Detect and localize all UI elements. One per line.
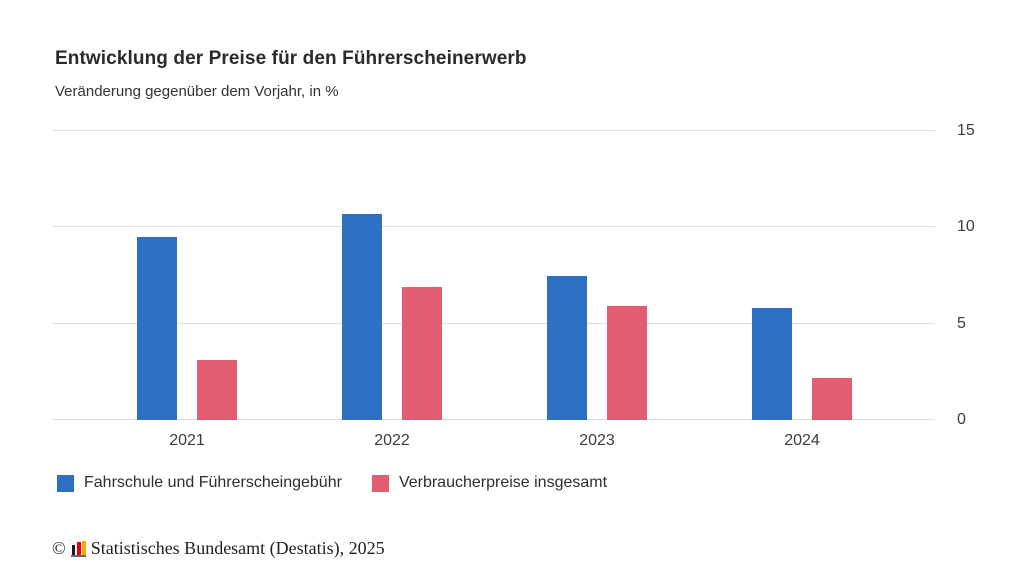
bar-fahrschule-2022 (342, 213, 382, 420)
gridline (53, 226, 935, 228)
bar-verbraucherpreise-2021 (197, 360, 237, 420)
logo-bar-gold (81, 541, 86, 555)
x-tick-label: 2023 (579, 432, 615, 449)
y-tick-label: 10 (957, 218, 975, 236)
legend-swatch-blue (57, 474, 74, 492)
x-tick-label: 2021 (169, 432, 205, 449)
gridline (53, 322, 935, 324)
x-tick-label: 2022 (374, 432, 410, 449)
y-tick-label: 0 (957, 411, 966, 428)
x-tick-label: 2024 (784, 432, 820, 449)
source-note: © Statistisches Bundesamt (Destatis), 20… (52, 538, 385, 559)
bar-fahrschule-2023 (547, 275, 587, 420)
bar-verbraucherpreise-2023 (607, 306, 647, 420)
legend: Fahrschule und Führerscheingebühr Verbra… (57, 474, 607, 492)
source-text: Statistisches Bundesamt (Destatis), 2025 (90, 538, 385, 558)
copyright-symbol: © (52, 538, 66, 558)
legend-item-fahrschule: Fahrschule und Führerscheingebühr (57, 474, 342, 492)
plot-area: 2021 2022 2023 2024 (53, 130, 935, 449)
gridline (53, 419, 935, 420)
legend-swatch-red (371, 474, 389, 492)
logo-baseline (70, 555, 86, 557)
chart-title: Entwicklung der Preise für den Führersch… (55, 48, 527, 69)
bar-fahrschule-2021 (137, 236, 177, 420)
legend-item-verbraucherpreise: Verbraucherpreise insgesamt (371, 474, 608, 492)
legend-label: Verbraucherpreise insgesamt (398, 474, 608, 491)
y-tick-label: 15 (957, 122, 975, 139)
logo-bar-black (71, 545, 75, 555)
chart-subtitle: Veränderung gegenüber dem Vorjahr, in % (55, 83, 339, 100)
legend-label: Fahrschule und Führerscheingebühr (84, 474, 342, 491)
bar-verbraucherpreise-2024 (812, 377, 852, 420)
destatis-bar-chart-icon (70, 541, 86, 557)
bar-verbraucherpreise-2022 (402, 287, 442, 420)
logo-bar-red (76, 542, 81, 555)
gridline (53, 130, 935, 131)
y-tick-label: 5 (957, 314, 966, 332)
bar-fahrschule-2024 (752, 308, 792, 420)
